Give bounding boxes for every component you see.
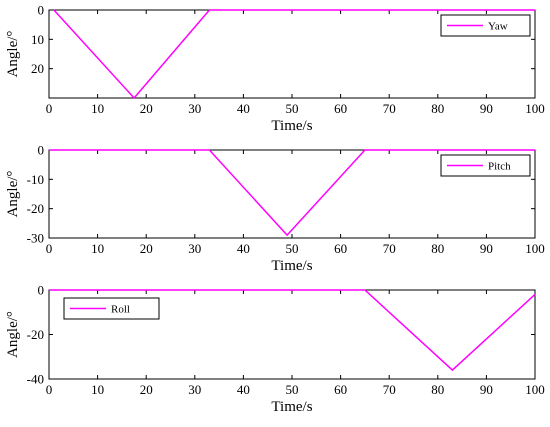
- x-tick-label: 60: [334, 241, 347, 256]
- y-tick-label: 0: [38, 283, 45, 298]
- x-tick-label: 50: [286, 241, 299, 256]
- legend-entry: Pitch: [488, 161, 511, 173]
- x-tick-label: 100: [525, 382, 545, 397]
- x-tick-label: 10: [91, 101, 104, 116]
- x-tick-label: 80: [431, 382, 444, 397]
- x-tick-label: 90: [480, 241, 493, 256]
- y-tick-label: -10: [27, 172, 44, 187]
- y-tick-label: 0: [38, 143, 45, 158]
- x-axis-label: Time/s: [271, 118, 312, 134]
- legend-box: [63, 297, 160, 320]
- y-tick-label: -20: [27, 201, 44, 216]
- x-tick-label: 50: [286, 382, 299, 397]
- legend-entry: Yaw: [488, 21, 508, 33]
- legend-entry: Roll: [111, 304, 130, 316]
- x-tick-label: 20: [140, 241, 153, 256]
- x-tick-label: 30: [188, 241, 201, 256]
- x-tick-label: 50: [286, 101, 299, 116]
- x-tick-label: 40: [237, 382, 250, 397]
- x-tick-label: 0: [46, 241, 53, 256]
- legend-box: [440, 154, 531, 177]
- y-tick-label: 10: [31, 32, 44, 47]
- subplot-3: 0 10 20 30 40 50 60 70 80 90 100 0 -20 -40 Time/s Angle…: [5, 283, 545, 416]
- x-tick-label: 70: [383, 101, 396, 116]
- x-axis-label: Time/s: [271, 258, 312, 274]
- x-tick-label: 0: [46, 382, 53, 397]
- x-tick-label: 70: [383, 382, 396, 397]
- x-tick-label: 40: [237, 101, 250, 116]
- x-tick-label: 90: [480, 382, 493, 397]
- y-tick-label: -30: [27, 231, 44, 246]
- x-tick-label: 90: [480, 101, 493, 116]
- x-tick-label: 0: [46, 101, 53, 116]
- x-tick-label: 80: [431, 101, 444, 116]
- series-line-roll: [49, 289, 536, 372]
- series-line-pitch: [49, 149, 535, 237]
- x-tick-label: 30: [188, 382, 201, 397]
- y-tick-label: 20: [31, 61, 44, 76]
- x-tick-label: 10: [91, 382, 104, 397]
- x-tick-label: 60: [334, 382, 347, 397]
- y-tick-label: 0: [38, 3, 45, 18]
- y-axis-label: Angle/°: [5, 171, 21, 218]
- x-tick-label: 60: [334, 101, 347, 116]
- x-tick-label: 70: [383, 241, 396, 256]
- x-axis-label: Time/s: [271, 399, 312, 415]
- legend-box: [440, 14, 531, 37]
- x-tick-label: 20: [140, 101, 153, 116]
- x-tick-label: 40: [237, 241, 250, 256]
- subplot-1: 0 10 20 30 40 50 60 70 80 90 100 0 10 20 Time/s Angle/°…: [5, 3, 545, 135]
- x-tick-label: 20: [140, 382, 153, 397]
- x-tick-label: 100: [525, 101, 545, 116]
- legend: Roll: [63, 297, 160, 320]
- x-tick-label: 10: [91, 241, 104, 256]
- y-axis-label: Angle/°: [5, 311, 21, 358]
- series-line-yaw: [53, 9, 535, 100]
- y-tick-label: -40: [27, 372, 44, 387]
- legend: Yaw: [440, 14, 531, 37]
- x-tick-label: 100: [525, 241, 545, 256]
- x-tick-label: 80: [431, 241, 444, 256]
- x-tick-label: 30: [188, 101, 201, 116]
- y-tick-label: -20: [27, 327, 44, 342]
- y-axis-label: Angle/°: [5, 31, 21, 78]
- legend: Pitch: [440, 154, 531, 177]
- subplot-2: 0 10 20 30 40 50 60 70 80 90 100 0 -10 -20 -30 Time/s An…: [5, 143, 545, 275]
